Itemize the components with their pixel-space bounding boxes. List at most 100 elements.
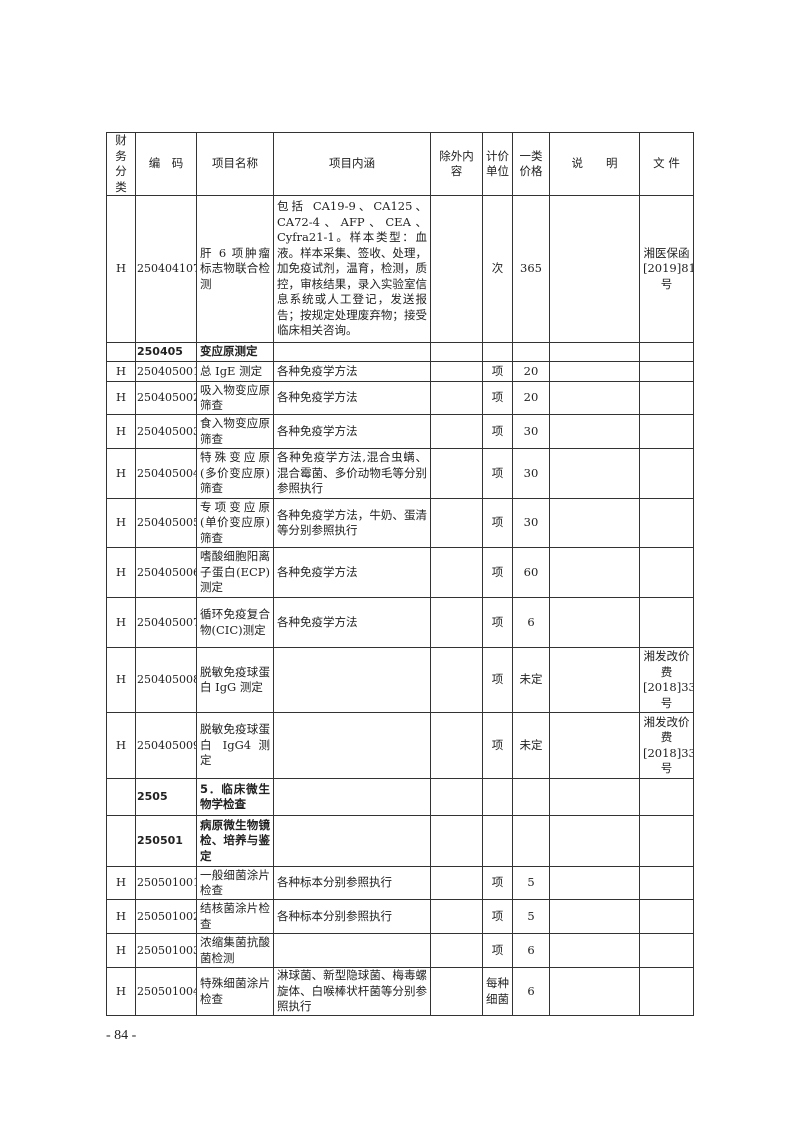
cell-code: 250501002 [135, 899, 197, 934]
cell-code: 250405006 [135, 547, 197, 598]
cell-note [549, 597, 640, 648]
cell-excl [430, 647, 483, 713]
cell-excl [430, 967, 483, 1016]
cell-unit: 项 [482, 933, 513, 968]
cell-price: 60 [512, 547, 550, 598]
table-row: H 250501004 特殊细菌涂片检查 淋球菌、新型隐球菌、梅毒螺旋体、白喉棒状杆菌… [106, 967, 694, 1016]
header-cell: 一类价格 [512, 132, 550, 196]
cell-price: 6 [512, 597, 550, 648]
cell-name: 嗜酸细胞阳离子蛋白(ECP)测定 [196, 547, 274, 598]
cell-name: 总 IgE 测定 [196, 361, 274, 382]
cell-unit: 项 [482, 712, 513, 779]
cell-name: 专项变应原(单价变应原)筛查 [196, 498, 274, 548]
cell-name: 肝 6 项肿瘤标志物联合检测 [196, 195, 274, 343]
cell-cat: H [106, 967, 136, 1016]
cell-excl [430, 414, 483, 449]
price-table: 财务分类 编 码 项目名称 项目内涵 除外内容 计价单位 一类价格 说 明 文 … [106, 132, 694, 1016]
cell-name: 特殊变应原(多价变应原)筛查 [196, 448, 274, 499]
cell-excl [430, 778, 483, 816]
cell-doc: 湘发改价费[2018]339号 [639, 712, 694, 779]
cell-content: 淋球菌、新型隐球菌、梅毒螺旋体、白喉棒状杆菌等分别参照执行 [273, 967, 431, 1016]
cell-code: 250405005 [135, 498, 197, 548]
cell-code: 250405007 [135, 597, 197, 648]
cell-cat: H [106, 547, 136, 598]
cell-code: 250501004 [135, 967, 197, 1016]
cell-doc [639, 597, 694, 648]
cell-code: 250501001 [135, 866, 197, 900]
cell-name: 特殊细菌涂片检查 [196, 967, 274, 1016]
cell-excl [430, 866, 483, 900]
cell-excl [430, 361, 483, 382]
cell-note [549, 342, 640, 362]
cell-content: 各种标本分别参照执行 [273, 899, 431, 934]
cell-name: 吸入物变应原筛查 [196, 381, 274, 415]
cell-price [512, 342, 550, 362]
cell-cat: H [106, 414, 136, 449]
cell-note [549, 815, 640, 867]
cell-cat: H [106, 712, 136, 779]
cell-content: 各种免疫学方法,混合虫螨、混合霉菌、多价动物毛等分别参照执行 [273, 448, 431, 499]
cell-content: 各种免疫学方法 [273, 597, 431, 648]
cell-unit: 项 [482, 381, 513, 415]
cell-cat: H [106, 899, 136, 934]
cell-content [273, 778, 431, 816]
cell-note [549, 647, 640, 713]
cell-doc [639, 815, 694, 867]
cell-unit: 项 [482, 899, 513, 934]
cell-unit [482, 778, 513, 816]
cell-content [273, 712, 431, 779]
cell-unit: 项 [482, 448, 513, 499]
cell-price: 未定 [512, 712, 550, 779]
cell-unit: 项 [482, 597, 513, 648]
cell-content: 各种免疫学方法，牛奶、蛋清等分别参照执行 [273, 498, 431, 548]
cell-note [549, 933, 640, 968]
cell-excl [430, 597, 483, 648]
cell-unit: 项 [482, 414, 513, 449]
cell-note [549, 448, 640, 499]
cell-excl [430, 933, 483, 968]
cell-unit: 每种细菌 [482, 967, 513, 1016]
cell-cat: H [106, 195, 136, 343]
cell-content: 各种免疫学方法 [273, 414, 431, 449]
cell-price: 6 [512, 967, 550, 1016]
cell-cat: H [106, 597, 136, 648]
cell-doc: 湘发改价费[2018]339号 [639, 647, 694, 713]
header-cell: 说 明 [549, 132, 640, 196]
cell-note [549, 381, 640, 415]
cell-unit: 项 [482, 647, 513, 713]
cell-name: 5．临床微生物学检查 [196, 778, 274, 816]
cell-content [273, 933, 431, 968]
cell-name: 变应原测定 [196, 342, 274, 362]
cell-unit: 项 [482, 361, 513, 382]
cell-note [549, 778, 640, 816]
table-row: 250501 病原微生物镜检、培养与鉴定 [106, 815, 694, 867]
cell-doc [639, 448, 694, 499]
cell-price: 365 [512, 195, 550, 343]
cell-name: 一般细菌涂片检查 [196, 866, 274, 900]
cell-unit: 项 [482, 866, 513, 900]
cell-name: 结核菌涂片检查 [196, 899, 274, 934]
cell-cat: H [106, 498, 136, 548]
cell-price: 30 [512, 448, 550, 499]
cell-price: 5 [512, 899, 550, 934]
cell-price [512, 778, 550, 816]
table-row: H 250501001 一般细菌涂片检查 各种标本分别参照执行 项 5 [106, 866, 694, 900]
cell-cat: H [106, 866, 136, 900]
cell-code: 250405003 [135, 414, 197, 449]
cell-price: 20 [512, 381, 550, 415]
cell-note [549, 361, 640, 382]
table-row: H 250501002 结核菌涂片检查 各种标本分别参照执行 项 5 [106, 899, 694, 934]
cell-cat [106, 342, 136, 362]
cell-code: 250405001 [135, 361, 197, 382]
cell-price: 未定 [512, 647, 550, 713]
cell-excl [430, 381, 483, 415]
table-row: 250405 变应原测定 [106, 342, 694, 362]
cell-price: 5 [512, 866, 550, 900]
cell-excl [430, 498, 483, 548]
table-row: H 250405002 吸入物变应原筛查 各种免疫学方法 项 20 [106, 381, 694, 415]
cell-doc [639, 778, 694, 816]
header-cell: 项目内涵 [273, 132, 431, 196]
header-cell: 除外内容 [430, 132, 483, 196]
cell-content: 各种标本分别参照执行 [273, 866, 431, 900]
cell-price: 20 [512, 361, 550, 382]
